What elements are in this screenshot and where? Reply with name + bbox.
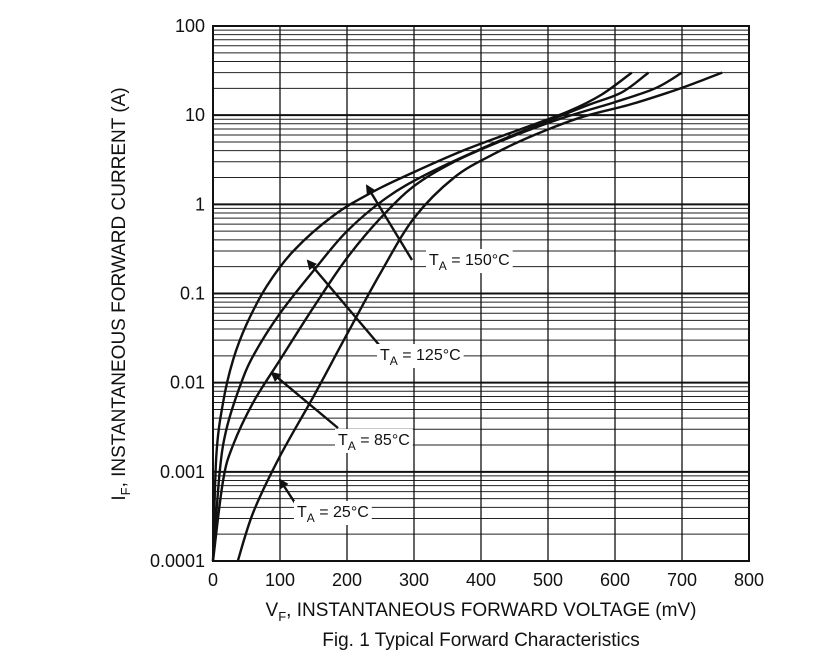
y-tick-labels: 0.0001 0.001 0.01 0.1 1 10 100 <box>150 16 205 571</box>
figure-caption: Fig. 1 Typical Forward Characteristics <box>322 630 639 651</box>
x-axis-label-main: V <box>266 600 279 621</box>
x-tick-label: 500 <box>533 570 563 590</box>
x-tick-label: 0 <box>208 570 218 590</box>
x-tick-labels: 0 100 200 300 400 500 600 700 800 <box>208 570 764 590</box>
curve-line <box>236 71 723 562</box>
y-tick-label: 0.01 <box>170 373 205 393</box>
series-label-rest: = 85°C <box>356 432 410 449</box>
y-axis-label-main: I <box>109 495 130 500</box>
series-label-sub: A <box>390 354 398 368</box>
curve-line <box>211 71 650 562</box>
x-tick-label: 300 <box>399 570 429 590</box>
annotation-arrow <box>270 371 339 429</box>
series-label: TA = 25°C <box>297 504 369 525</box>
series-label-main: T <box>338 432 348 449</box>
y-tick-label: 1 <box>195 194 205 214</box>
y-tick-label: 10 <box>185 105 205 125</box>
series-label-sub: A <box>348 439 356 453</box>
x-tick-label: 200 <box>332 570 362 590</box>
x-tick-label: 700 <box>667 570 697 590</box>
x-tick-label: 400 <box>466 570 496 590</box>
series-label-sub: A <box>439 259 447 273</box>
y-tick-label: 0.1 <box>180 284 205 304</box>
y-tick-label: 100 <box>175 16 205 36</box>
x-tick-label: 100 <box>265 570 295 590</box>
x-axis-label-rest: , INSTANTANEOUS FORWARD VOLTAGE (mV) <box>286 600 696 621</box>
series-label: TA = 125°C <box>380 347 461 368</box>
annotation-label-background <box>294 501 372 525</box>
series-label: TA = 150°C <box>429 252 510 273</box>
series-label-main: T <box>297 504 307 521</box>
annotation-label-background <box>377 344 464 368</box>
x-tick-label: 600 <box>600 570 630 590</box>
y-axis-label-sub: F <box>118 487 133 495</box>
y-tick-label: 0.001 <box>160 462 205 482</box>
annotation-arrow <box>365 184 414 261</box>
annotation-label-background <box>426 249 513 273</box>
y-tick-label: 0.0001 <box>150 551 205 571</box>
curve-line <box>211 71 683 562</box>
curve-line <box>211 71 633 562</box>
x-tick-label: 800 <box>734 570 764 590</box>
plot-frame <box>212 25 750 562</box>
series-label-rest: = 125°C <box>398 347 461 364</box>
series-label-rest: = 150°C <box>447 252 510 269</box>
annotation-label-background <box>335 429 413 453</box>
y-axis-label: IF, INSTANTANEOUS FORWARD CURRENT (A) <box>109 87 133 500</box>
series-label-main: T <box>380 347 390 364</box>
series-label-rest: = 25°C <box>315 504 369 521</box>
x-axis-label-sub: F <box>278 609 286 624</box>
series-label-sub: A <box>307 511 315 525</box>
annotations: TA = 150°CTA = 125°CTA = 85°CTA = 25°C <box>270 184 513 525</box>
series-label: TA = 85°C <box>338 432 410 453</box>
x-axis-label: VF, INSTANTANEOUS FORWARD VOLTAGE (mV) <box>266 600 697 624</box>
curves <box>211 71 723 562</box>
series-label-main: T <box>429 252 439 269</box>
y-axis-label-rest: , INSTANTANEOUS FORWARD CURRENT (A) <box>109 87 130 487</box>
annotation-arrow <box>306 259 381 347</box>
